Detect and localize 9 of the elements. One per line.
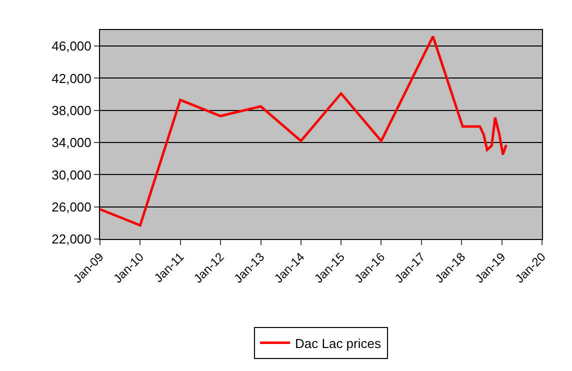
y-tick-label: 46,000: [52, 38, 92, 54]
y-tick-label: 26,000: [52, 199, 92, 214]
y-tick-label: 42,000: [52, 70, 92, 86]
y-tick-label: 22,000: [52, 232, 92, 247]
y-tick-label: 38,000: [52, 102, 92, 118]
y-tick-label: 34,000: [52, 135, 92, 150]
line-series: [100, 35, 508, 227]
legend-label: Dac Lac prices: [295, 336, 382, 351]
y-tick-label: 30,000: [52, 167, 92, 182]
